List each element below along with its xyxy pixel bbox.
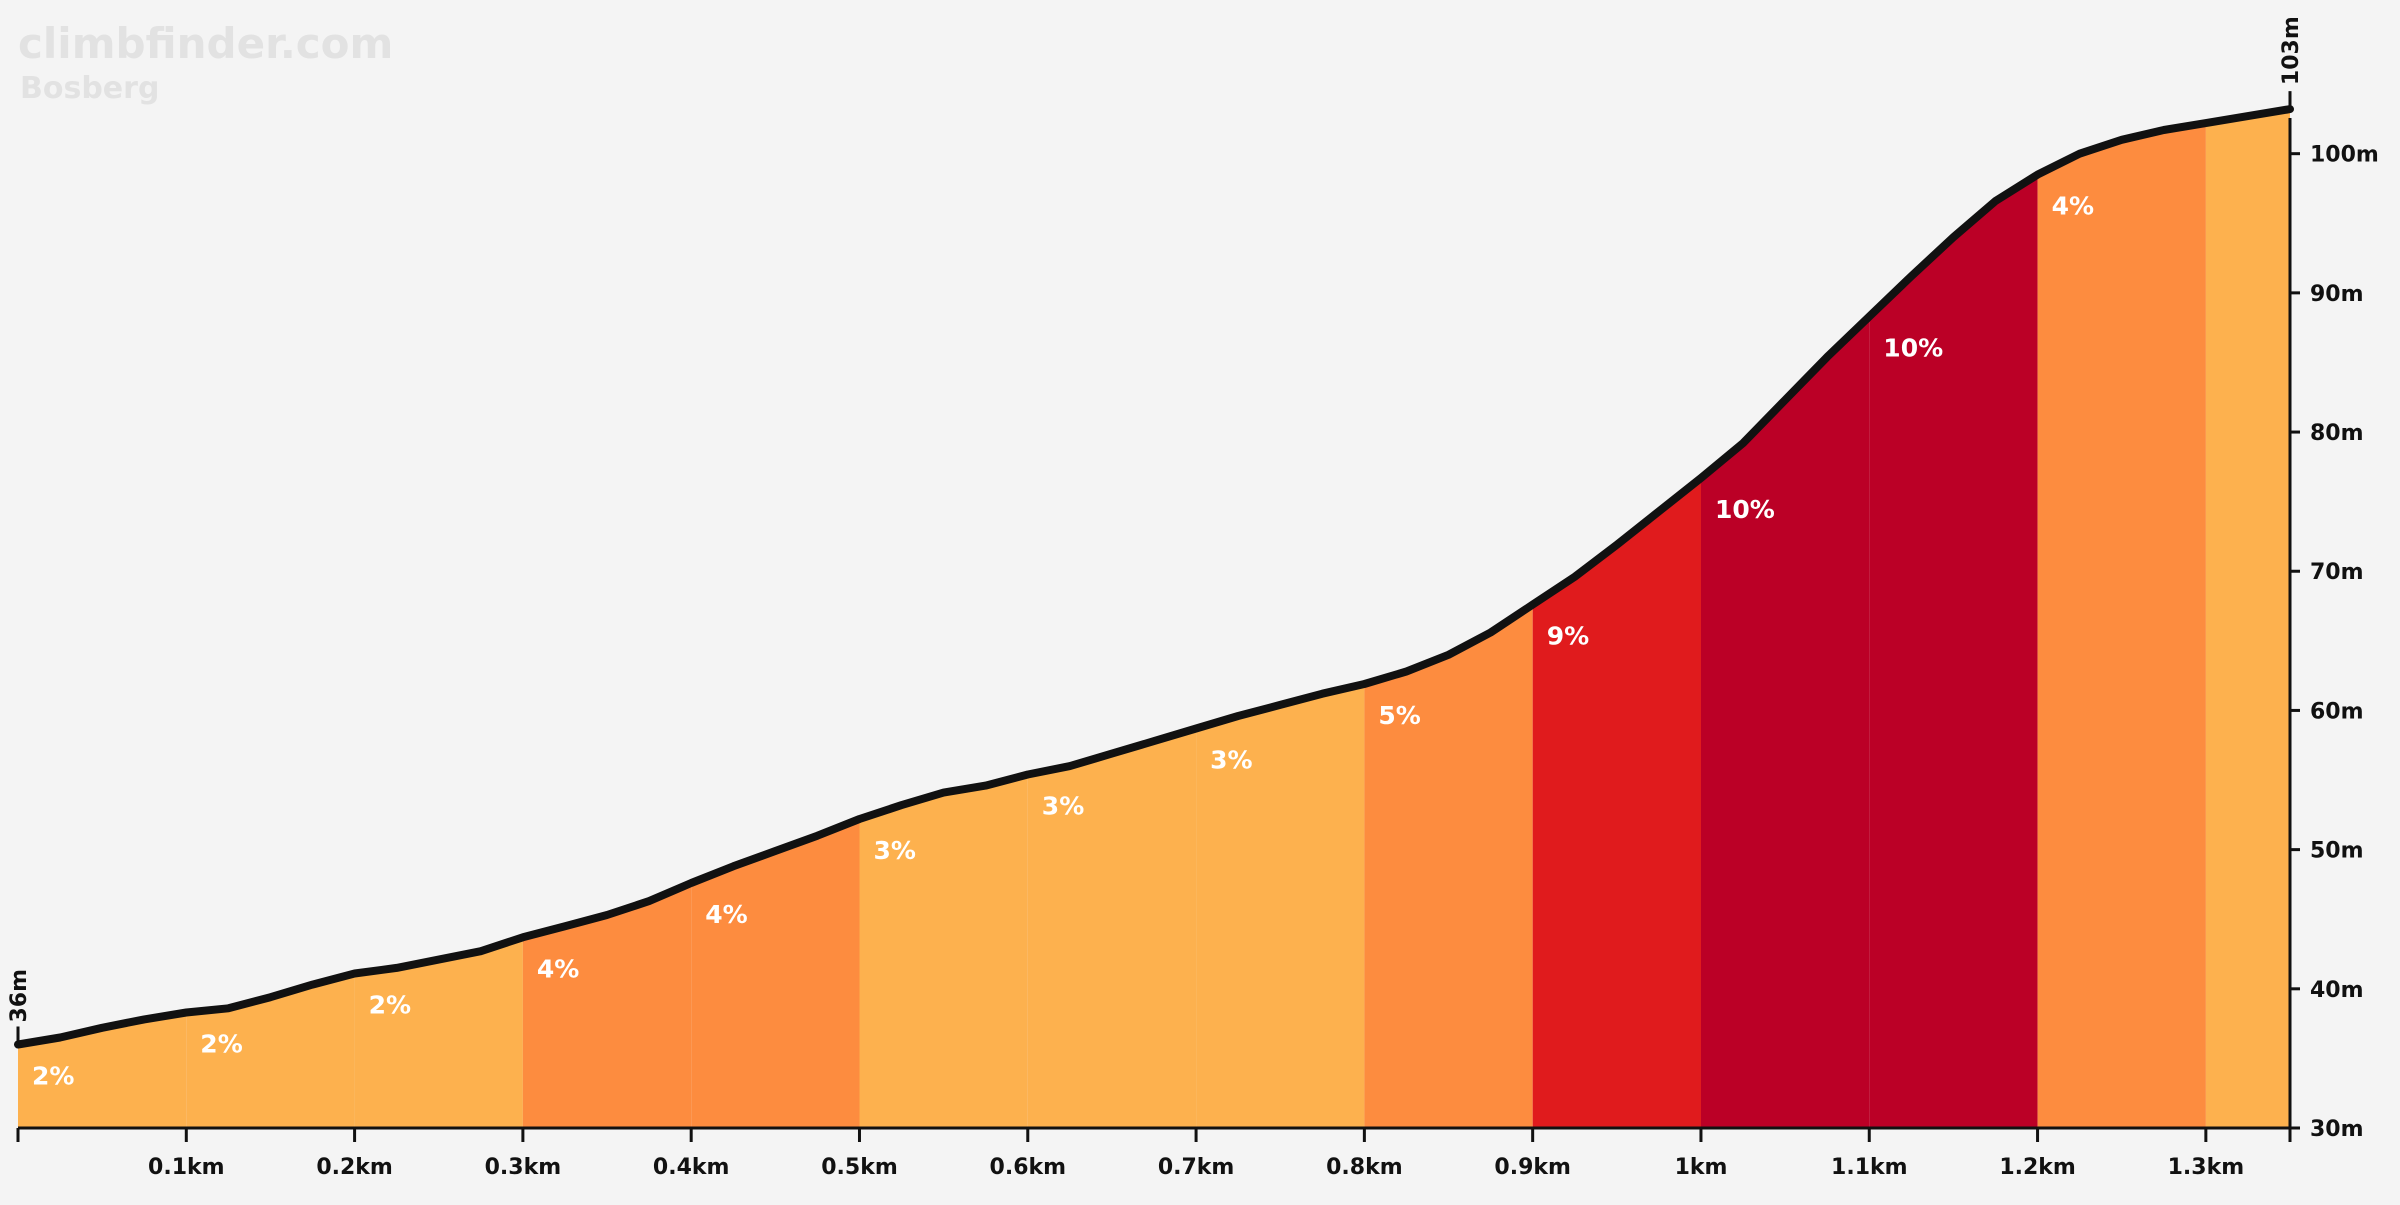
climb-name: Bosberg xyxy=(20,71,159,106)
gradient-segment-4 xyxy=(691,819,860,1128)
gradient-segment-7 xyxy=(1196,684,1365,1128)
gradient-segment-9 xyxy=(1532,478,1701,1128)
gradient-segment-11 xyxy=(1869,174,2038,1129)
start-elevation-label: 36m xyxy=(7,969,32,1023)
x-tick-label-5: 0.6km xyxy=(990,1155,1067,1180)
x-tick-label-9: 1km xyxy=(1675,1155,1728,1180)
gradient-segment-5 xyxy=(859,774,1028,1128)
x-tick-label-3: 0.4km xyxy=(653,1155,730,1180)
y-tick-label-4: 70m xyxy=(2310,560,2364,585)
gradient-label-7: 3% xyxy=(1210,746,1252,775)
gradient-label-6: 3% xyxy=(1042,792,1084,821)
gradient-label-9: 9% xyxy=(1547,622,1589,651)
axes: 0.1km 0.2km 0.3km 0.4km 0.5km 0.6km 0.7km 0.8km… xyxy=(7,16,2379,1180)
site-logo-text: climbfinder.com xyxy=(18,19,393,68)
profile-line xyxy=(14,105,2294,1049)
gradient-segment-8 xyxy=(1364,604,1533,1128)
y-tick-label-5: 80m xyxy=(2310,421,2364,446)
x-tick-label-7: 0.8km xyxy=(1326,1155,1403,1180)
profile-line-layer xyxy=(14,105,2294,1049)
gradient-segment-3 xyxy=(522,883,692,1128)
x-tick-label-10: 1.1km xyxy=(1831,1155,1908,1180)
end-elevation-label: 103m xyxy=(2279,16,2304,85)
gradient-label-10: 10% xyxy=(1715,495,1775,524)
x-tick-label-8: 0.9km xyxy=(1494,1155,1571,1180)
y-tick-label-0: 30m xyxy=(2310,1117,2364,1142)
gradient-segment-10 xyxy=(1701,316,1870,1128)
x-tick-label-6: 0.7km xyxy=(1158,1155,1235,1180)
gradient-labels: 2% 2% 2% 4% 4% 3% 3% 3% 5% 9% 10% 10% 4% xyxy=(32,192,2094,1091)
gradient-label-12: 4% xyxy=(2052,192,2094,221)
gradient-label-4: 4% xyxy=(705,900,747,929)
gradient-label-8: 5% xyxy=(1378,701,1420,730)
gradient-label-5: 3% xyxy=(874,836,916,865)
gradient-label-1: 2% xyxy=(200,1030,242,1059)
gradient-segment-6 xyxy=(1027,728,1197,1128)
x-tick-label-4: 0.5km xyxy=(821,1155,898,1180)
y-tick-label-1: 40m xyxy=(2310,978,2364,1003)
gradient-segment-12 xyxy=(2037,123,2206,1129)
y-tick-label-6: 90m xyxy=(2310,282,2364,307)
gradient-label-2: 2% xyxy=(369,991,411,1020)
gradient-label-11: 10% xyxy=(1883,334,1943,363)
x-tick-label-1: 0.2km xyxy=(316,1155,393,1180)
y-tick-label-7: 100m xyxy=(2310,143,2379,168)
x-tick-label-12: 1.3km xyxy=(2168,1155,2245,1180)
y-tick-label-3: 60m xyxy=(2310,699,2364,724)
gradient-segments xyxy=(18,109,2290,1129)
gradient-label-0: 2% xyxy=(32,1062,74,1091)
gradient-segment-13 xyxy=(2205,109,2290,1129)
x-tick-label-0: 0.1km xyxy=(148,1155,225,1180)
x-tick-label-2: 0.3km xyxy=(485,1155,562,1180)
y-tick-label-2: 50m xyxy=(2310,839,2364,864)
gradient-label-3: 4% xyxy=(537,954,579,983)
gradient-segment-2 xyxy=(354,937,523,1128)
x-tick-label-11: 1.2km xyxy=(1999,1155,2076,1180)
